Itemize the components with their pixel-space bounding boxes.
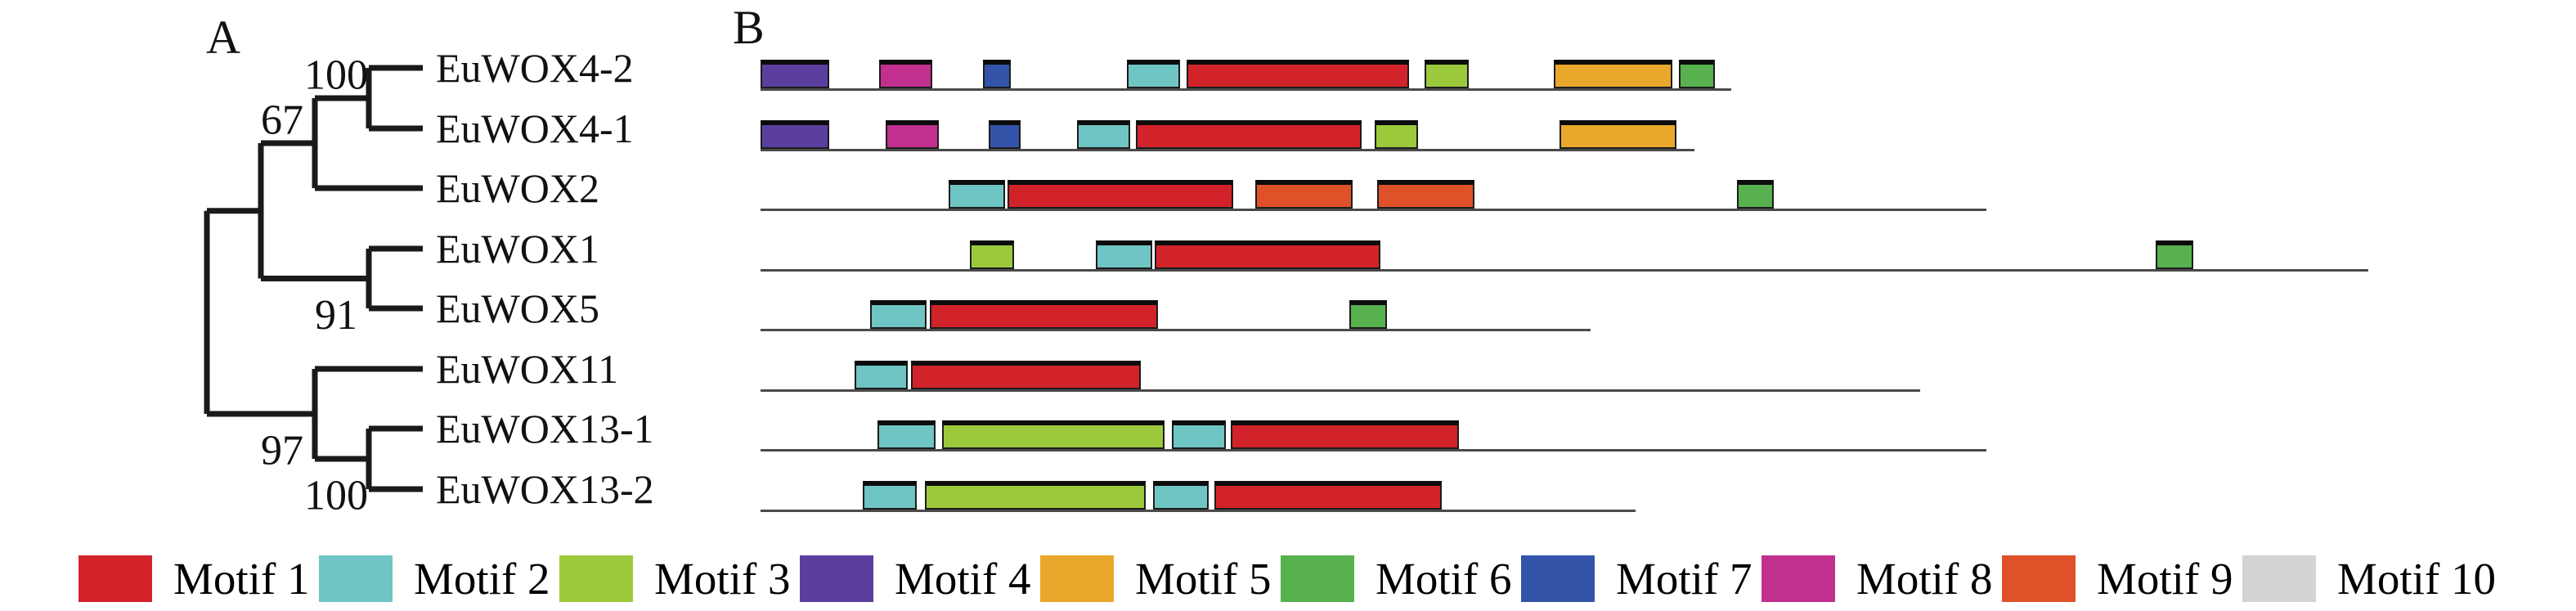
motif-4-box (761, 120, 829, 149)
motif-4-box (761, 60, 829, 88)
legend-swatch-2 (319, 555, 393, 602)
legend-item-2: Motif 2 (319, 555, 559, 602)
sequence-line-EuWOX11 (761, 389, 1920, 392)
tree-leaf-label: EuWOX13-2 (436, 466, 654, 512)
motif-3-box (970, 240, 1014, 269)
phylogenetic-tree: EuWOX4-2 EuWOX4-1 100 EuWOX2 67 EuWOX1 EuWOX5 9… (204, 45, 654, 519)
bootstrap-value: 91 (315, 292, 357, 339)
legend-label-4: Motif 4 (895, 553, 1031, 604)
motif-1-box (1214, 481, 1442, 510)
motif-1-box (1136, 120, 1362, 149)
legend-label-10: Motif 10 (2337, 553, 2497, 604)
sequence-line-EuWOX13-1 (761, 449, 1986, 452)
motif-1-box (1155, 240, 1380, 269)
motif-2-box (877, 420, 936, 449)
motif-3-box (925, 481, 1146, 510)
motif-8-box (886, 120, 939, 149)
motif-6-box (2156, 240, 2193, 269)
motif-2-box (863, 481, 917, 510)
legend-swatch-1 (79, 555, 152, 602)
sequence-line-EuWOX13-2 (761, 510, 1636, 512)
sequence-line-EuWOX4-1 (761, 149, 1694, 151)
bootstrap-value: 67 (261, 97, 303, 144)
legend-item-3: Motif 3 (559, 555, 800, 602)
tree-leaf-label: EuWOX5 (436, 285, 599, 331)
sequence-line-EuWOX5 (761, 329, 1591, 331)
motif-2-box (870, 300, 927, 329)
panel-a-label: A (206, 11, 240, 64)
motif-1-box (930, 300, 1158, 329)
legend-item-7: Motif 7 (1521, 555, 1761, 602)
motif-9-box (1255, 180, 1353, 209)
sequence-line-EuWOX4-2 (761, 88, 1731, 91)
legend-label-1: Motif 1 (173, 553, 310, 604)
motif-3-box (942, 420, 1165, 449)
motif-2-box (949, 180, 1005, 209)
tree-leaf-label: EuWOX11 (436, 346, 618, 392)
motif-2-box (1172, 420, 1226, 449)
motif-6-box (1737, 180, 1774, 209)
motif-5-box (1554, 60, 1672, 88)
legend-item-8: Motif 8 (1761, 555, 2002, 602)
tree-leaf-label: EuWOX4-2 (436, 45, 634, 91)
motif-8-box (879, 60, 932, 88)
tree-leaf-label: EuWOX4-1 (436, 106, 634, 151)
motif-9-box (1377, 180, 1474, 209)
legend-item-6: Motif 6 (1281, 555, 1521, 602)
tree-leaf-label: EuWOX2 (436, 165, 599, 211)
tree-leaf-label: EuWOX13-1 (436, 406, 654, 452)
bootstrap-value: 100 (304, 52, 368, 99)
bootstrap-value: 100 (304, 473, 368, 519)
legend-item-9: Motif 9 (2002, 555, 2242, 602)
legend-label-3: Motif 3 (654, 553, 791, 604)
legend-item-10: Motif 10 (2242, 555, 2496, 602)
motif-1-box (1008, 180, 1233, 209)
legend-label-2: Motif 2 (414, 553, 550, 604)
motif-5-box (1560, 120, 1676, 149)
motif-2-box (1127, 60, 1180, 88)
legend-label-8: Motif 8 (1856, 553, 1993, 604)
motif-2-box (1077, 120, 1130, 149)
legend-item-5: Motif 5 (1040, 555, 1281, 602)
legend-swatch-5 (1040, 555, 1114, 602)
motif-2-box (1153, 481, 1209, 510)
legend-swatch-4 (800, 555, 873, 602)
motif-1-box (1231, 420, 1459, 449)
legend-swatch-8 (1761, 555, 1835, 602)
bootstrap-value: 97 (261, 428, 303, 474)
tree-leaf-label: EuWOX1 (436, 226, 599, 272)
motif-7-box (989, 120, 1021, 149)
panel-b-label: B (733, 1, 765, 54)
legend-label-6: Motif 6 (1376, 553, 1512, 604)
motif-3-box (1425, 60, 1469, 88)
legend-swatch-7 (1521, 555, 1595, 602)
motif-3-box (1375, 120, 1418, 149)
sequence-line-EuWOX2 (761, 209, 1986, 211)
legend-label-5: Motif 5 (1135, 553, 1272, 604)
motif-1-box (1187, 60, 1409, 88)
motif-2-box (1096, 240, 1152, 269)
legend: Motif 1 Motif 2 Motif 3 Motif 4 Motif 5 Motif… (79, 550, 2496, 607)
motif-6-box (1679, 60, 1715, 88)
motif-6-box (1349, 300, 1387, 329)
legend-item-1: Motif 1 (79, 555, 319, 602)
legend-swatch-3 (559, 555, 633, 602)
motif-7-box (983, 60, 1011, 88)
legend-swatch-6 (1281, 555, 1354, 602)
legend-label-9: Motif 9 (2097, 553, 2233, 604)
legend-label-7: Motif 7 (1616, 553, 1752, 604)
legend-swatch-9 (2002, 555, 2076, 602)
sequence-line-EuWOX1 (761, 269, 2368, 272)
legend-item-4: Motif 4 (800, 555, 1040, 602)
motif-2-box (855, 361, 908, 389)
legend-swatch-10 (2242, 555, 2316, 602)
motif-1-box (911, 361, 1141, 389)
